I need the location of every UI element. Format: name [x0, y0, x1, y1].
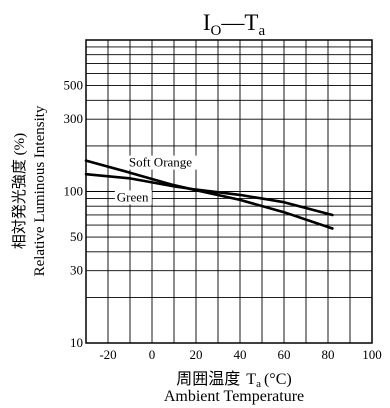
- y-tick-label: 100: [64, 184, 84, 199]
- series-label-bg: [126, 155, 204, 170]
- y-tick-label: 30: [70, 263, 83, 278]
- tick-labels: -20 0 20 40 60 80 100 10 30 50 100 300 500: [64, 78, 382, 362]
- y-tick-label: 50: [70, 229, 83, 244]
- y-tick-label: 300: [64, 111, 84, 126]
- title-dash: —: [220, 10, 245, 35]
- series-line-green: [84, 172, 334, 217]
- y-axis-label-jp: 相対発光強度 (%): [11, 133, 28, 249]
- x-axis-label-en: Ambient Temperature: [164, 388, 304, 405]
- chart-title: IO—Ta: [203, 10, 266, 39]
- title-main-sub: O: [211, 23, 222, 39]
- title-second-sub: a: [258, 23, 265, 39]
- y-axis-label-en: Relative Luminous Intensity: [32, 105, 48, 276]
- x-label-unit: (°C): [264, 371, 292, 388]
- x-tick-label: 0: [149, 347, 156, 362]
- x-tick-label: -20: [99, 347, 116, 362]
- series-label-soft-orange: Soft Orange: [129, 155, 192, 170]
- series-label-bg: [114, 190, 152, 205]
- x-label-symbol-sub: a: [256, 378, 261, 390]
- y-tick-label: 10: [70, 335, 83, 350]
- x-tick-label: 60: [278, 347, 291, 362]
- series-label-green: Green: [117, 189, 149, 204]
- x-tick-label: 80: [322, 347, 335, 362]
- x-label-symbol: T: [246, 371, 256, 388]
- x-axis-label-jp: 周囲温度 Ta (°C): [176, 370, 291, 390]
- x-tick-label: 100: [362, 347, 382, 362]
- series-labels: Soft Orange Green: [114, 155, 204, 205]
- x-label-jp-prefix: 周囲温度: [176, 370, 240, 388]
- title-main: I: [203, 10, 211, 35]
- plot-frame: [85, 39, 373, 344]
- title-second: T: [244, 10, 258, 35]
- x-tick-label: 20: [190, 347, 203, 362]
- grid: [86, 40, 372, 343]
- x-tick-label: 40: [234, 347, 247, 362]
- y-tick-label: 500: [64, 78, 84, 93]
- series-lines: [84, 159, 334, 230]
